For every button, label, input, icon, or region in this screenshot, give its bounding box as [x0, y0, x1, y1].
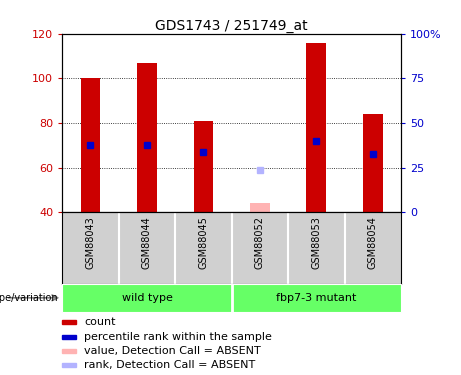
Text: GSM88043: GSM88043	[85, 216, 95, 269]
Text: GSM88045: GSM88045	[198, 216, 208, 269]
Text: percentile rank within the sample: percentile rank within the sample	[84, 332, 272, 342]
Bar	[62, 284, 231, 312]
Bar	[194, 121, 213, 212]
Bar	[231, 284, 401, 312]
Text: rank, Detection Call = ABSENT: rank, Detection Call = ABSENT	[84, 360, 255, 370]
Bar	[81, 78, 100, 212]
Bar	[62, 363, 77, 368]
Text: GSM88052: GSM88052	[255, 216, 265, 269]
Bar	[137, 63, 157, 212]
Bar	[363, 114, 383, 212]
Text: fbp7-3 mutant: fbp7-3 mutant	[276, 293, 356, 303]
Title: GDS1743 / 251749_at: GDS1743 / 251749_at	[155, 19, 308, 33]
Bar	[250, 204, 270, 212]
Text: GSM88054: GSM88054	[368, 216, 378, 269]
Text: value, Detection Call = ABSENT: value, Detection Call = ABSENT	[84, 346, 261, 356]
Text: wild type: wild type	[122, 293, 172, 303]
Bar	[62, 320, 77, 324]
Bar	[62, 334, 77, 339]
Text: count: count	[84, 317, 116, 327]
Text: genotype/variation: genotype/variation	[0, 293, 58, 303]
Bar	[307, 43, 326, 212]
Text: GSM88053: GSM88053	[311, 216, 321, 269]
Bar	[62, 349, 77, 353]
Text: GSM88044: GSM88044	[142, 216, 152, 269]
